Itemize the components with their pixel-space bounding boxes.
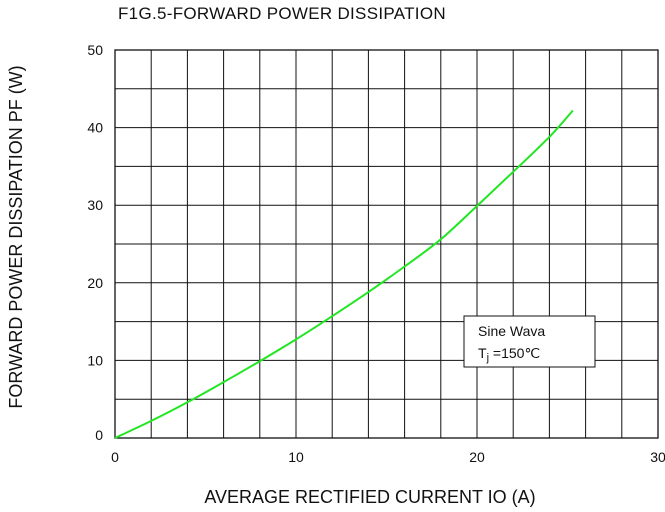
legend-box: [463, 315, 596, 368]
legend-temp-value: =150℃: [489, 345, 540, 361]
y-axis-title: FORWARD POWER DISSIPATION PF (W): [6, 65, 26, 408]
x-tick-label: 0: [111, 449, 119, 465]
legend: Sine Wava Tj =150℃: [463, 315, 596, 368]
y-tick-label: 20: [87, 275, 103, 291]
grid-layer: [115, 50, 658, 438]
legend-temp-symbol: T: [478, 345, 487, 361]
x-tick-label: 30: [650, 449, 665, 465]
x-tick-label: 10: [288, 449, 304, 465]
legend-temp-subscript: j: [486, 352, 489, 364]
x-tick-label: 20: [469, 449, 485, 465]
y-tick-label: 40: [87, 120, 103, 136]
legend-label-waveform: Sine Wava: [478, 323, 545, 339]
legend-label-temperature: Tj =150℃: [478, 345, 540, 364]
plot-frame: [114, 49, 659, 439]
x-axis-title: AVERAGE RECTIFIED CURRENT IO (A): [204, 487, 535, 507]
y-tick-label: 50: [87, 42, 103, 58]
y-tick-label: 10: [87, 352, 103, 368]
series-line-power-dissipation: [114, 109, 574, 439]
y-tick-label: 0: [95, 427, 103, 443]
tick-label-layer: 0 10 20 30 0 10 20 30 40 50: [87, 42, 665, 465]
chart-title: F1G.5-FORWARD POWER DISSIPATION: [118, 4, 446, 23]
y-tick-label: 30: [87, 197, 103, 213]
